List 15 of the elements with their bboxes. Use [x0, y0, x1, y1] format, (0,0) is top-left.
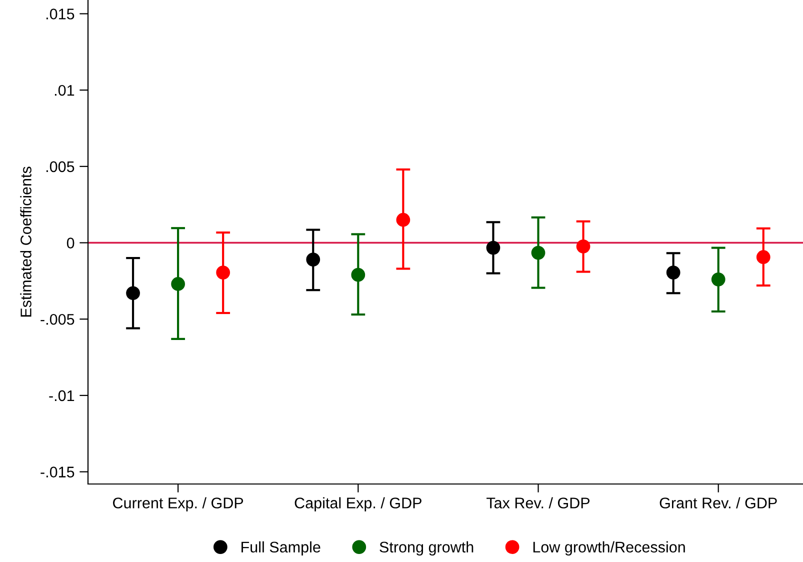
y-tick-label: .005: [46, 161, 74, 172]
y-tick-label: -.01: [49, 390, 74, 402]
legend-label: Low growth/Recession: [533, 541, 685, 556]
y-tick-label: -.005: [40, 314, 74, 325]
x-tick-label: Current Exp. / GDP: [113, 497, 244, 512]
y-axis-title: Estimated Coefficients: [20, 166, 32, 317]
y-tick-label: -.015: [40, 466, 74, 478]
y-tick-label: .01: [54, 84, 74, 96]
x-tick-label: Tax Rev. / GDP: [486, 497, 590, 508]
y-tick-label: 0: [66, 238, 74, 248]
x-tick-label: Grant Rev. / GDP: [660, 497, 777, 508]
legend-label: Strong growth: [380, 541, 474, 556]
y-tick-label: .015: [46, 8, 74, 20]
x-tick-label: Capital Exp. / GDP: [294, 497, 422, 512]
legend-label: Full Sample: [242, 541, 320, 556]
